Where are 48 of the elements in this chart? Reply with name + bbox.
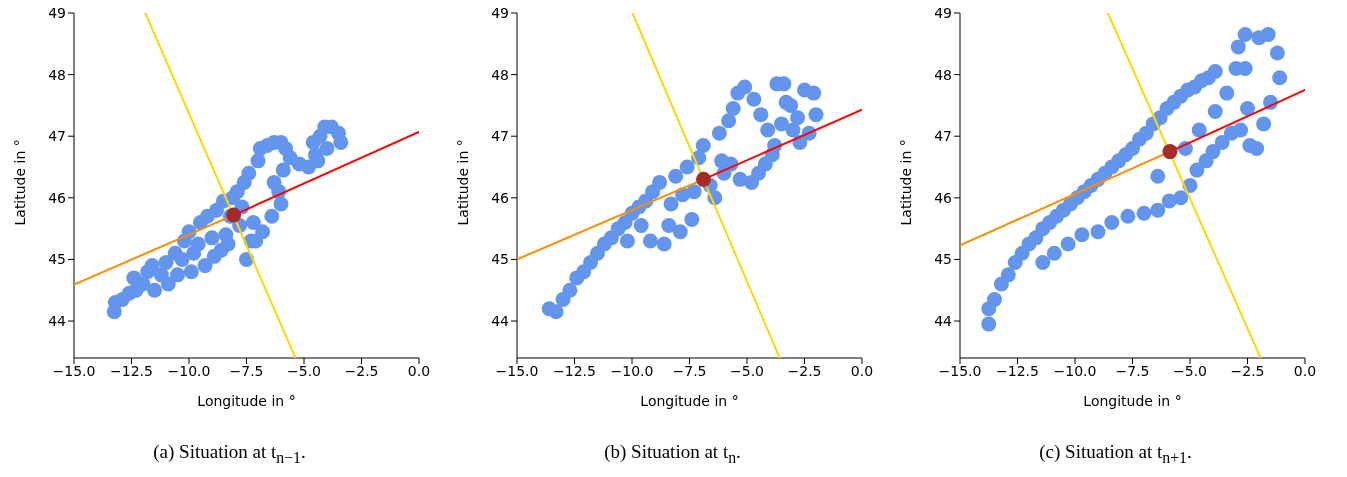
y-tick-label: 47: [934, 128, 952, 145]
x-tick-label: −2.5: [1230, 362, 1265, 379]
y-tick-label: 44: [491, 313, 510, 330]
x-axis-title: Longitude in °: [640, 393, 739, 409]
y-tick-label: 46: [491, 189, 510, 206]
y-tick-label: 46: [934, 189, 953, 206]
y-tick-label: 45: [48, 251, 66, 268]
x-tick-label: 0.0: [1293, 362, 1317, 379]
x-tick-label: −7.5: [672, 362, 707, 379]
x-tick-label: −15.0: [495, 362, 539, 379]
y-axis-title: Latitude in °: [454, 139, 471, 226]
y-tick-label: 49: [48, 4, 66, 21]
y-tick-label: 49: [491, 4, 509, 21]
y-axis-title: Latitude in °: [897, 139, 914, 226]
x-tick-label: −10.0: [610, 362, 654, 379]
x-tick-label: −12.5: [110, 362, 153, 379]
y-tick-label: 47: [491, 128, 509, 145]
x-tick-label: −10.0: [167, 362, 211, 379]
text: (a) Situation at t$_{n−1}$.: [153, 441, 306, 467]
y-tick-label: 45: [934, 251, 952, 268]
x-tick-label: 0.0: [407, 362, 431, 379]
text: (b) Situation at t$_{n}$.: [604, 441, 741, 467]
y-axis-title: Latitude in °: [11, 139, 28, 226]
x-tick-label: −5.0: [287, 362, 321, 379]
x-tick-label: −5.0: [730, 362, 764, 379]
x-tick-label: −12.5: [553, 362, 596, 379]
x-tick-label: −7.5: [229, 362, 264, 379]
x-tick-label: −2.5: [787, 362, 822, 379]
y-tick-label: 48: [491, 66, 509, 83]
x-axis-title: Longitude in °: [1083, 393, 1182, 409]
x-tick-label: −7.5: [1115, 362, 1150, 379]
y-tick-label: 48: [934, 66, 952, 83]
y-tick-label: 46: [48, 189, 67, 206]
x-tick-label: −12.5: [996, 362, 1039, 379]
x-tick-label: −10.0: [1053, 362, 1097, 379]
y-tick-label: 45: [491, 251, 509, 268]
x-axis-title: Longitude in °: [197, 393, 296, 409]
y-tick-label: 49: [934, 4, 952, 21]
x-tick-label: −15.0: [52, 362, 96, 379]
x-tick-label: 0.0: [850, 362, 874, 379]
text: (c) Situation at t$_{n+1}$.: [1039, 441, 1192, 467]
x-tick-label: −15.0: [938, 362, 982, 379]
x-tick-label: −2.5: [344, 362, 379, 379]
y-tick-label: 44: [934, 313, 953, 330]
x-tick-label: −5.0: [1173, 362, 1207, 379]
y-tick-label: 47: [48, 128, 66, 145]
y-tick-label: 48: [48, 66, 66, 83]
y-tick-label: 44: [48, 313, 67, 330]
